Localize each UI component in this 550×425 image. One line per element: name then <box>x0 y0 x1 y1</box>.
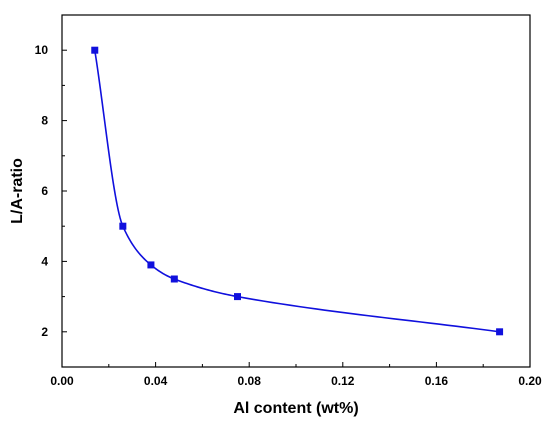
data-points <box>91 46 504 336</box>
x-tick-label: 0.08 <box>238 374 262 388</box>
x-tick-label: 0.00 <box>50 374 74 388</box>
x-tick-label: 0.12 <box>331 374 355 388</box>
data-point <box>119 222 127 230</box>
y-tick-label: 8 <box>41 114 48 128</box>
data-point <box>496 328 504 336</box>
y-axis-title: L/A-ratio <box>9 158 26 224</box>
y-tick-label: 6 <box>41 184 48 198</box>
y-tick-label: 4 <box>41 254 48 268</box>
fit-curve <box>93 50 500 333</box>
x-tick-label: 0.16 <box>425 374 449 388</box>
plot-area <box>61 14 531 368</box>
data-point <box>234 293 241 301</box>
y-tick-label: 10 <box>35 43 49 57</box>
x-tick-label: 0.04 <box>144 374 168 388</box>
plot-frame <box>61 14 531 368</box>
data-point <box>170 275 178 283</box>
data-point <box>147 261 155 269</box>
x-axis-ticks: 0.00 0.04 0.08 0.12 0.16 0.20 <box>50 362 542 388</box>
y-axis-ticks: 2 4 6 8 10 <box>35 14 67 368</box>
data-point <box>91 46 99 54</box>
y-tick-label: 2 <box>41 325 48 339</box>
x-tick-label: 0.20 <box>518 374 542 388</box>
x-axis-title: Al content (wt%) <box>233 400 358 417</box>
